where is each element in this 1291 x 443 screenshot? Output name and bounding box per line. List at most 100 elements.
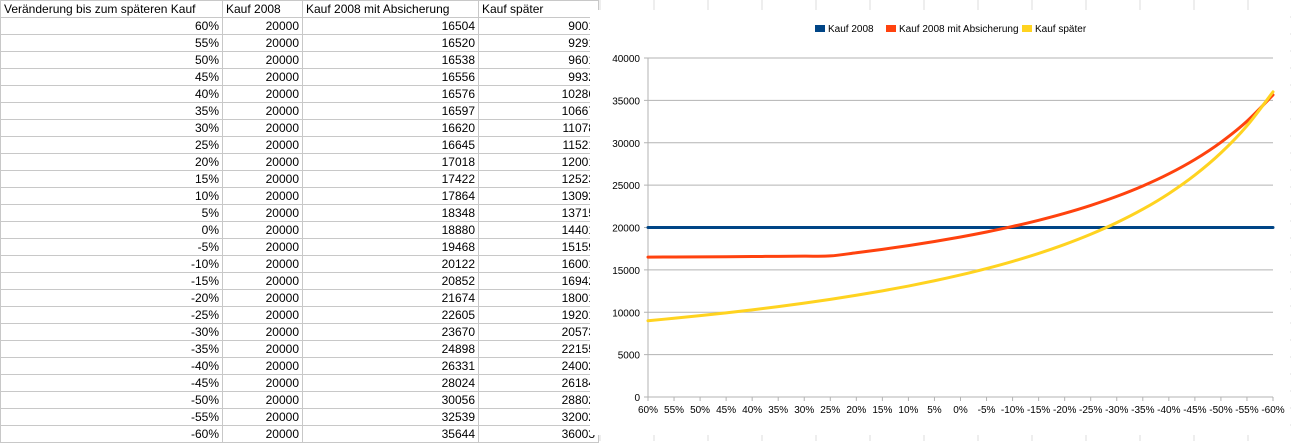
cell-kauf-spaeter[interactable]: 12523 bbox=[478, 170, 599, 188]
cell-change[interactable]: 50% bbox=[0, 51, 223, 69]
cell-kauf-spaeter[interactable]: 24002 bbox=[478, 357, 599, 375]
cell-change[interactable]: 10% bbox=[0, 187, 223, 205]
cell-kauf-spaeter[interactable]: 19201 bbox=[478, 306, 599, 324]
cell-kauf-2008-absicherung[interactable]: 21674 bbox=[302, 289, 479, 307]
cell-kauf-2008[interactable]: 20000 bbox=[222, 136, 303, 154]
cell-kauf-2008-absicherung[interactable]: 22605 bbox=[302, 306, 479, 324]
cell-change[interactable]: 30% bbox=[0, 119, 223, 137]
cell-kauf-2008[interactable]: 20000 bbox=[222, 187, 303, 205]
cell-change[interactable]: 35% bbox=[0, 102, 223, 120]
cell-kauf-2008[interactable]: 20000 bbox=[222, 289, 303, 307]
cell-kauf-2008-absicherung[interactable]: 23670 bbox=[302, 323, 479, 341]
line-chart[interactable]: 0 5000 10000 15000 20000 25000 30000 35000 40000… bbox=[590, 10, 1290, 435]
cell-kauf-2008[interactable]: 20000 bbox=[222, 204, 303, 222]
cell-kauf-spaeter[interactable]: 32002 bbox=[478, 408, 599, 426]
cell-kauf-spaeter[interactable]: 9601 bbox=[478, 51, 599, 69]
cell-kauf-2008-absicherung[interactable]: 19468 bbox=[302, 238, 479, 256]
cell-kauf-2008-absicherung[interactable]: 16520 bbox=[302, 34, 479, 52]
cell-change[interactable]: -50% bbox=[0, 391, 223, 409]
cell-kauf-2008-absicherung[interactable]: 18880 bbox=[302, 221, 479, 239]
cell-kauf-2008-absicherung[interactable]: 18348 bbox=[302, 204, 479, 222]
cell-kauf-spaeter[interactable]: 11521 bbox=[478, 136, 599, 154]
cell-kauf-2008[interactable]: 20000 bbox=[222, 221, 303, 239]
cell-kauf-spaeter[interactable]: 12001 bbox=[478, 153, 599, 171]
cell-kauf-spaeter[interactable]: 9001 bbox=[478, 17, 599, 35]
cell-kauf-2008[interactable]: 20000 bbox=[222, 408, 303, 426]
cell-kauf-2008-absicherung[interactable]: 17422 bbox=[302, 170, 479, 188]
cell-change[interactable]: 40% bbox=[0, 85, 223, 103]
cell-kauf-2008[interactable]: 20000 bbox=[222, 68, 303, 86]
cell-kauf-spaeter[interactable]: 13715 bbox=[478, 204, 599, 222]
cell-kauf-2008-absicherung[interactable]: 28024 bbox=[302, 374, 479, 392]
cell-change[interactable]: -10% bbox=[0, 255, 223, 273]
cell-kauf-2008[interactable]: 20000 bbox=[222, 374, 303, 392]
cell-change[interactable]: -45% bbox=[0, 374, 223, 392]
cell-change[interactable]: 60% bbox=[0, 17, 223, 35]
cell-kauf-spaeter[interactable]: 10286 bbox=[478, 85, 599, 103]
cell-kauf-2008-absicherung[interactable]: 32539 bbox=[302, 408, 479, 426]
cell-kauf-2008-absicherung[interactable]: 24898 bbox=[302, 340, 479, 358]
cell-kauf-2008[interactable]: 20000 bbox=[222, 357, 303, 375]
cell-change[interactable]: 5% bbox=[0, 204, 223, 222]
cell-kauf-2008[interactable]: 20000 bbox=[222, 391, 303, 409]
cell-kauf-2008[interactable]: 20000 bbox=[222, 323, 303, 341]
cell-change[interactable]: -25% bbox=[0, 306, 223, 324]
header-cell-kauf-2008-absicherung[interactable]: Kauf 2008 mit Absicherung bbox=[302, 0, 479, 18]
cell-kauf-2008[interactable]: 20000 bbox=[222, 17, 303, 35]
cell-kauf-2008[interactable]: 20000 bbox=[222, 255, 303, 273]
cell-kauf-spaeter[interactable]: 11078 bbox=[478, 119, 599, 137]
cell-kauf-2008-absicherung[interactable]: 16538 bbox=[302, 51, 479, 69]
cell-kauf-spaeter[interactable]: 14401 bbox=[478, 221, 599, 239]
cell-kauf-2008[interactable]: 20000 bbox=[222, 306, 303, 324]
cell-change[interactable]: 25% bbox=[0, 136, 223, 154]
cell-change[interactable]: -15% bbox=[0, 272, 223, 290]
cell-change[interactable]: 45% bbox=[0, 68, 223, 86]
cell-change[interactable]: 0% bbox=[0, 221, 223, 239]
header-cell-kauf-spaeter[interactable]: Kauf später bbox=[478, 0, 599, 18]
cell-change[interactable]: -5% bbox=[0, 238, 223, 256]
cell-change[interactable]: -30% bbox=[0, 323, 223, 341]
cell-kauf-2008[interactable]: 20000 bbox=[222, 425, 303, 443]
cell-kauf-2008-absicherung[interactable]: 20852 bbox=[302, 272, 479, 290]
cell-kauf-spaeter[interactable]: 36003 bbox=[478, 425, 599, 443]
cell-kauf-2008[interactable]: 20000 bbox=[222, 340, 303, 358]
cell-kauf-2008[interactable]: 20000 bbox=[222, 51, 303, 69]
cell-kauf-spaeter[interactable]: 22155 bbox=[478, 340, 599, 358]
cell-kauf-2008-absicherung[interactable]: 17864 bbox=[302, 187, 479, 205]
cell-change[interactable]: -40% bbox=[0, 357, 223, 375]
cell-kauf-spaeter[interactable]: 15159 bbox=[478, 238, 599, 256]
cell-kauf-spaeter[interactable]: 16001 bbox=[478, 255, 599, 273]
series-line-kauf-spaeter[interactable] bbox=[646, 90, 1275, 323]
spreadsheet-grid[interactable]: Veränderung bis zum späteren Kauf Kauf 2… bbox=[0, 0, 599, 443]
cell-kauf-2008[interactable]: 20000 bbox=[222, 170, 303, 188]
series-line-kauf-2008-mit-absicherung[interactable] bbox=[646, 93, 1275, 259]
cell-kauf-spaeter[interactable]: 9932 bbox=[478, 68, 599, 86]
cell-kauf-2008[interactable]: 20000 bbox=[222, 34, 303, 52]
cell-kauf-2008-absicherung[interactable]: 16556 bbox=[302, 68, 479, 86]
cell-kauf-2008[interactable]: 20000 bbox=[222, 238, 303, 256]
header-cell-change[interactable]: Veränderung bis zum späteren Kauf bbox=[0, 0, 223, 18]
cell-kauf-spaeter[interactable]: 20573 bbox=[478, 323, 599, 341]
cell-kauf-2008-absicherung[interactable]: 16620 bbox=[302, 119, 479, 137]
cell-change[interactable]: 15% bbox=[0, 170, 223, 188]
cell-kauf-2008[interactable]: 20000 bbox=[222, 119, 303, 137]
cell-kauf-spaeter[interactable]: 10667 bbox=[478, 102, 599, 120]
cell-change[interactable]: -55% bbox=[0, 408, 223, 426]
cell-change[interactable]: 55% bbox=[0, 34, 223, 52]
cell-kauf-2008-absicherung[interactable]: 16504 bbox=[302, 17, 479, 35]
cell-kauf-spaeter[interactable]: 16942 bbox=[478, 272, 599, 290]
cell-kauf-2008-absicherung[interactable]: 26331 bbox=[302, 357, 479, 375]
cell-kauf-spaeter[interactable]: 28802 bbox=[478, 391, 599, 409]
cell-change[interactable]: -60% bbox=[0, 425, 223, 443]
cell-kauf-2008[interactable]: 20000 bbox=[222, 102, 303, 120]
cell-change[interactable]: -35% bbox=[0, 340, 223, 358]
cell-kauf-2008-absicherung[interactable]: 16645 bbox=[302, 136, 479, 154]
cell-kauf-2008-absicherung[interactable]: 35644 bbox=[302, 425, 479, 443]
cell-kauf-spaeter[interactable]: 9291 bbox=[478, 34, 599, 52]
cell-kauf-spaeter[interactable]: 13092 bbox=[478, 187, 599, 205]
cell-kauf-2008[interactable]: 20000 bbox=[222, 85, 303, 103]
cell-change[interactable]: -20% bbox=[0, 289, 223, 307]
cell-kauf-2008-absicherung[interactable]: 20122 bbox=[302, 255, 479, 273]
cell-kauf-2008-absicherung[interactable]: 16597 bbox=[302, 102, 479, 120]
cell-kauf-2008-absicherung[interactable]: 17018 bbox=[302, 153, 479, 171]
